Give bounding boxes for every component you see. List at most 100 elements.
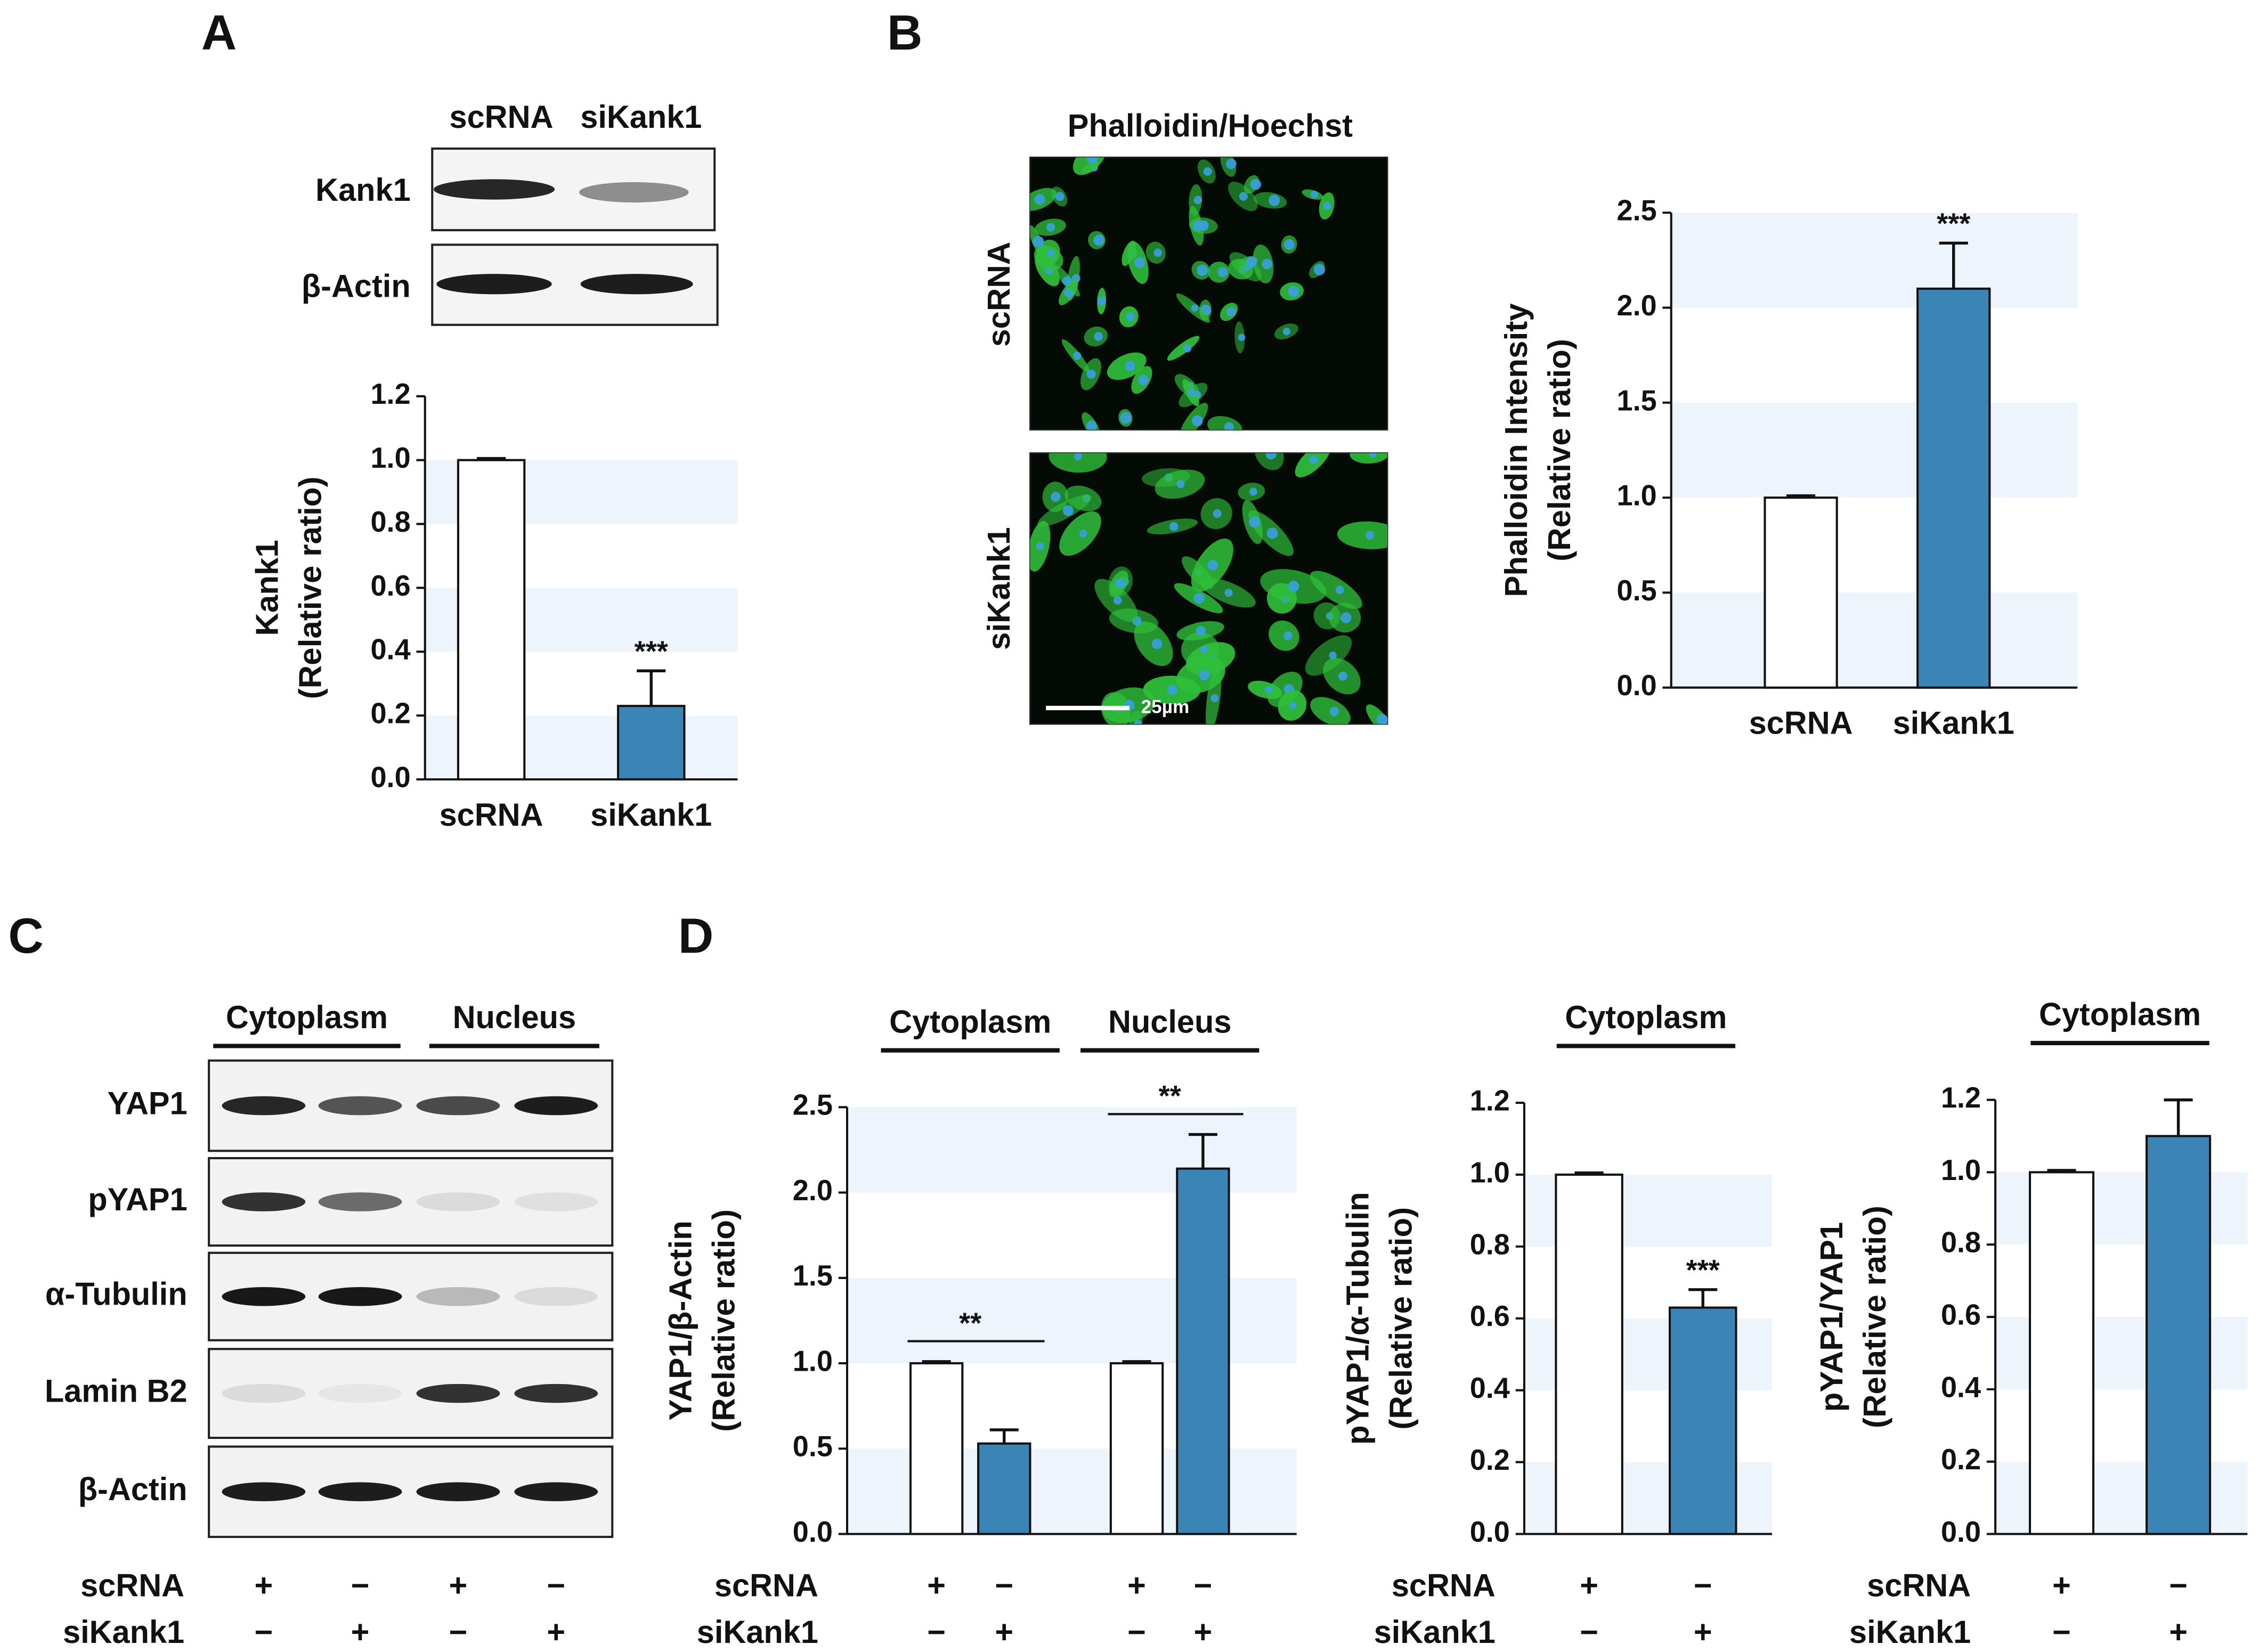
panel-label: C bbox=[8, 908, 43, 964]
lane-label: siKank1 bbox=[580, 99, 702, 135]
y-tick-label: 1.0 bbox=[793, 1345, 833, 1377]
condition-label: siKank1 bbox=[1374, 1614, 1496, 1650]
blot-band bbox=[222, 1192, 306, 1211]
y-axis-label: (Relative ratio) bbox=[1857, 1206, 1892, 1428]
blot-band bbox=[514, 1287, 598, 1306]
condition-sign: + bbox=[2052, 1567, 2071, 1603]
row-label: β-Actin bbox=[302, 268, 411, 304]
error-bar bbox=[1574, 1171, 1604, 1175]
background-band bbox=[1671, 213, 2078, 308]
y-axis-label: Kank1 bbox=[249, 540, 285, 636]
y-tick-label: 1.0 bbox=[1941, 1154, 1981, 1186]
y-tick-label: 0.4 bbox=[370, 633, 410, 665]
bar bbox=[1764, 497, 1838, 689]
background-band bbox=[1671, 402, 2078, 498]
nucleus bbox=[1072, 352, 1082, 360]
fraction-label: Cytoplasm bbox=[226, 999, 388, 1035]
row-label: α-Tubulin bbox=[45, 1276, 188, 1312]
condition-sign: − bbox=[1580, 1614, 1598, 1650]
y-tick-label: 0.5 bbox=[793, 1430, 833, 1462]
nucleus bbox=[1250, 178, 1262, 190]
blot: YAP1 pYAP1 α-Tubulin Lamin B2 β-Actin scRNA + −… bbox=[45, 1059, 614, 1650]
nucleus bbox=[1086, 157, 1098, 164]
background-band bbox=[1671, 592, 2078, 688]
y-tick-label: 2.5 bbox=[1617, 194, 1657, 226]
nucleus bbox=[1093, 234, 1105, 246]
nucleus bbox=[1335, 585, 1344, 595]
nucleus bbox=[1199, 670, 1210, 681]
nucleus bbox=[1210, 694, 1219, 703]
nucleus bbox=[1329, 706, 1339, 717]
nucleus bbox=[1262, 258, 1272, 270]
nucleus bbox=[1329, 652, 1337, 660]
bar bbox=[1176, 1167, 1230, 1535]
nucleus bbox=[1062, 505, 1074, 516]
nucleus bbox=[1239, 192, 1248, 201]
nucleus bbox=[1062, 276, 1072, 286]
nucleus bbox=[1283, 239, 1295, 250]
nucleus bbox=[1213, 509, 1222, 518]
nucleus bbox=[1097, 296, 1107, 306]
nucleus bbox=[1192, 220, 1204, 232]
nucleus bbox=[1193, 196, 1202, 205]
nucleus bbox=[1114, 596, 1122, 605]
y-tick-label: 0.4 bbox=[1941, 1371, 1981, 1403]
bar bbox=[1916, 287, 1991, 689]
nucleus bbox=[1167, 685, 1177, 695]
y-tick-label: 0.2 bbox=[1470, 1444, 1510, 1476]
nucleus bbox=[1310, 190, 1319, 199]
nucleus bbox=[1265, 686, 1273, 694]
y-tick-label: 1.0 bbox=[1617, 479, 1657, 511]
y-axis-label: (Relative ratio) bbox=[706, 1209, 742, 1432]
nucleus bbox=[1079, 530, 1087, 538]
nucleus bbox=[1249, 487, 1257, 496]
nucleus bbox=[1197, 264, 1208, 276]
y-tick-label: 2.0 bbox=[1617, 289, 1657, 322]
cell bbox=[1305, 635, 1352, 676]
blot-band bbox=[514, 1482, 598, 1501]
condition-sign: + bbox=[995, 1614, 1013, 1650]
group-label: Cytoplasm bbox=[2039, 996, 2201, 1032]
nucleus bbox=[1046, 223, 1055, 232]
nucleus bbox=[1151, 638, 1163, 649]
y-tick-label: 0.0 bbox=[793, 1516, 833, 1548]
error-bar bbox=[1122, 1360, 1151, 1364]
blot-band bbox=[416, 1384, 500, 1403]
nucleus bbox=[1125, 361, 1135, 371]
nucleus bbox=[1034, 194, 1045, 205]
nucleus bbox=[1283, 631, 1293, 640]
y-tick-label: 0.0 bbox=[1470, 1516, 1510, 1548]
nucleus bbox=[1288, 286, 1299, 297]
nucleus bbox=[1200, 645, 1208, 654]
condition-sign: + bbox=[1127, 1567, 1146, 1603]
condition-sign: + bbox=[2169, 1614, 2188, 1650]
error-bar bbox=[989, 1428, 1019, 1444]
condition-sign: − bbox=[1194, 1567, 1213, 1603]
panel-label: A bbox=[201, 4, 237, 60]
y-tick-label: 0.4 bbox=[1470, 1372, 1510, 1404]
blot-band bbox=[416, 1192, 500, 1211]
y-tick-label: 0.6 bbox=[1941, 1298, 1981, 1331]
y-tick-label: 0.0 bbox=[1617, 669, 1657, 702]
scale-label: 25µm bbox=[1141, 696, 1190, 717]
condition-sign: − bbox=[2052, 1614, 2071, 1650]
nucleus bbox=[1051, 492, 1061, 502]
y-axis-label: (Relative ratio) bbox=[292, 476, 328, 699]
error-bar bbox=[1188, 1133, 1217, 1169]
error-bar bbox=[2164, 1098, 2193, 1136]
nucleus bbox=[1126, 312, 1135, 321]
nucleus bbox=[1086, 420, 1097, 430]
y-axis-label: (Relative ratio) bbox=[1541, 339, 1577, 561]
condition-label: scRNA bbox=[80, 1567, 184, 1603]
y-tick-label: 0.2 bbox=[370, 697, 410, 729]
x-tick-label: scRNA bbox=[1749, 705, 1853, 740]
nucleus bbox=[1365, 531, 1375, 540]
condition-label: siKank1 bbox=[63, 1614, 184, 1650]
significance: ** bbox=[1159, 1079, 1182, 1112]
condition-sign: + bbox=[927, 1567, 946, 1603]
y-tick-label: 1.2 bbox=[1470, 1084, 1510, 1117]
y-tick-label: 1.2 bbox=[370, 378, 410, 410]
nucleus bbox=[1207, 559, 1218, 571]
bar bbox=[977, 1442, 1031, 1535]
bar bbox=[2029, 1171, 2095, 1535]
